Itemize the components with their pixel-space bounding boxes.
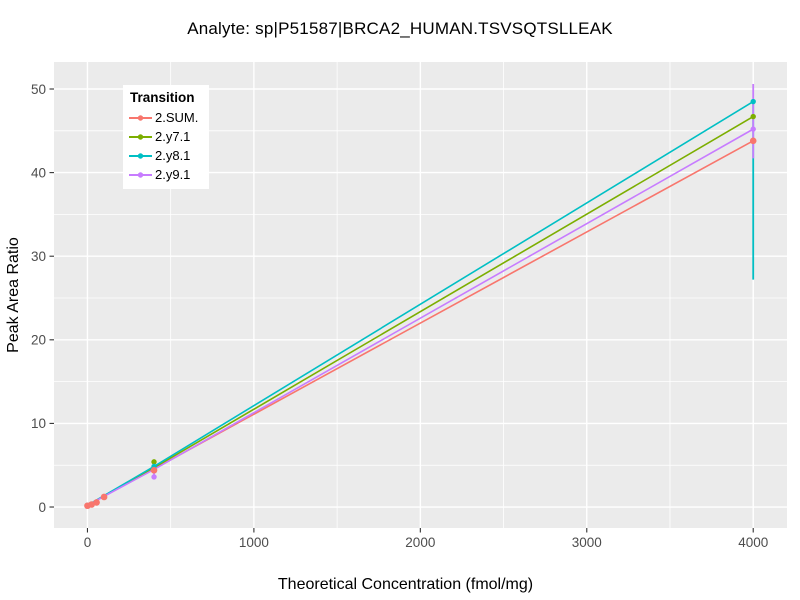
legend-item-label: 2.SUM.: [155, 110, 199, 125]
legend-item: 2.SUM.: [129, 108, 203, 127]
x-tick-label: 3000: [572, 535, 602, 550]
legend-item-label: 2.y8.1: [155, 148, 191, 163]
legend: Transition 2.SUM. 2.y7.1 2.y8.1 2.y9.1: [123, 85, 209, 189]
legend-key-line-point-icon: [129, 149, 152, 163]
legend-title: Transition: [130, 90, 195, 105]
y-tick-label: 0: [38, 500, 46, 515]
x-tick-label: 2000: [405, 535, 435, 550]
legend-item: 2.y8.1: [129, 146, 203, 165]
data-point: [88, 501, 95, 508]
data-point: [151, 459, 157, 465]
x-tick-label: 4000: [738, 535, 768, 550]
y-axis-title: Peak Area Ratio: [5, 237, 22, 353]
x-tick-label: 0: [84, 535, 92, 550]
legend-key-line-point-icon: [129, 111, 152, 125]
legend-key-line-point-icon: [129, 130, 152, 144]
y-tick-label: 20: [31, 333, 46, 348]
plot-title: Analyte: sp|P51587|BRCA2_HUMAN.TSVSQTSLL…: [187, 19, 613, 38]
data-point: [151, 474, 157, 480]
data-point: [150, 466, 158, 474]
legend-key-line-point-icon: [129, 168, 152, 182]
legend-item-label: 2.y7.1: [155, 129, 191, 144]
y-tick-label: 40: [31, 165, 46, 180]
y-tick-label: 50: [31, 82, 46, 97]
legend-item: 2.y9.1: [129, 165, 203, 184]
x-axis-title: Theoretical Concentration (fmol/mg): [278, 576, 533, 593]
data-point: [93, 499, 100, 506]
data-point: [100, 493, 108, 501]
y-tick-label: 30: [31, 249, 46, 264]
y-tick-label: 10: [31, 416, 46, 431]
legend-item-label: 2.y9.1: [155, 167, 191, 182]
data-point: [750, 113, 756, 120]
data-point: [749, 137, 757, 145]
legend-items: 2.SUM. 2.y7.1 2.y8.1 2.y9.1: [129, 108, 203, 184]
data-point: [750, 126, 756, 132]
data-point: [750, 98, 756, 105]
legend-item: 2.y7.1: [129, 127, 203, 146]
x-tick-label: 1000: [239, 535, 269, 550]
